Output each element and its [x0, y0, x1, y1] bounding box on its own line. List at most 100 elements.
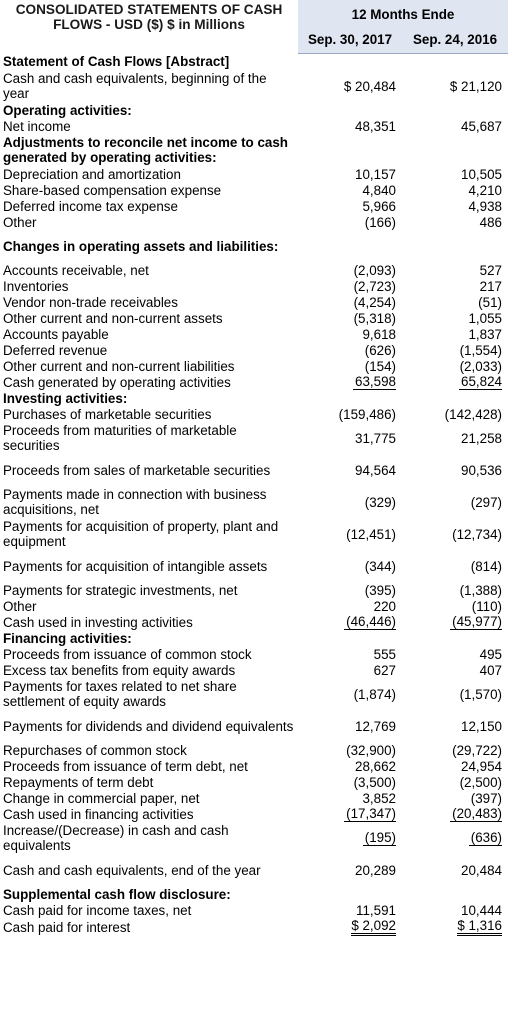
table-row: Excess tax benefits from equity awards 62…	[0, 662, 508, 678]
statement-title: CONSOLIDATED STATEMENTS OF CASH FLOWS - …	[0, 0, 298, 54]
row-label: Cash generated by operating activities	[3, 374, 231, 390]
value-2016: 12,150	[402, 710, 508, 742]
table-row: Cash used in investing activities (46,446…	[0, 614, 508, 630]
value-text: (12,734)	[452, 526, 502, 542]
value-2016: (1,570)	[402, 678, 508, 710]
row-label: Share-based compensation expense	[3, 182, 222, 198]
table-row: Vendor non-trade receivables (4,254) (51)	[0, 294, 508, 310]
value-2017	[298, 102, 402, 118]
value-2016: 1,055	[402, 310, 508, 326]
value-text: 9,618	[362, 326, 396, 342]
value-text: 486	[479, 214, 502, 230]
value-text: 94,564	[355, 462, 396, 478]
row-label: Other	[3, 214, 37, 230]
row-label: Changes in operating assets and liabilit…	[3, 238, 279, 254]
value-text: 90,536	[461, 462, 502, 478]
table-row: Other (166) 486	[0, 214, 508, 230]
value-2017: 63,598	[298, 374, 402, 390]
value-2016	[402, 390, 508, 406]
value-2016: (1,388)	[402, 582, 508, 598]
table-row: Financing activities:	[0, 630, 508, 646]
value-text: 28,662	[355, 758, 396, 774]
value-2017: (344)	[298, 550, 402, 582]
value-text: 10,444	[461, 902, 502, 918]
value-text: (626)	[364, 342, 396, 358]
row-label: Depreciation and amortization	[3, 166, 181, 182]
value-2016: 21,258	[402, 422, 508, 454]
row-label: Other current and non-current assets	[3, 310, 223, 326]
value-text: 10,505	[461, 166, 502, 182]
column-header-2017: Sep. 30, 2017	[298, 26, 402, 54]
value-2017: (46,446)	[298, 614, 402, 630]
table-row: Accounts payable 9,618 1,837	[0, 326, 508, 342]
value-text: (1,570)	[459, 686, 502, 702]
row-label: Financing activities:	[3, 630, 132, 646]
value-2017: 5,966	[298, 198, 402, 214]
value-2017: (159,486)	[298, 406, 402, 422]
row-label: Other current and non-current liabilitie…	[3, 358, 235, 374]
table-row: Cash generated by operating activities 63…	[0, 374, 508, 390]
table-row: Other current and non-current assets (5,3…	[0, 310, 508, 326]
value-2017	[298, 390, 402, 406]
value-text: (159,486)	[338, 406, 396, 422]
row-label: Proceeds from issuance of common stock	[3, 646, 252, 662]
table-row: Cash paid for interest $ 2,092 $ 1,316	[0, 918, 508, 936]
value-2017: (2,723)	[298, 278, 402, 294]
value-2016: 90,536	[402, 454, 508, 486]
value-2017: (166)	[298, 214, 402, 230]
value-text: 217	[479, 278, 502, 294]
table-row: Cash used in financing activities (17,347…	[0, 806, 508, 822]
value-text: 21,258	[461, 430, 502, 446]
row-label: Accounts payable	[3, 326, 109, 342]
value-text: $ 1,316	[457, 918, 502, 936]
value-2017: 28,662	[298, 758, 402, 774]
value-text: (2,500)	[459, 774, 502, 790]
row-label: Inventories	[3, 278, 69, 294]
value-2016: $ 21,120	[402, 70, 508, 102]
value-2016: 217	[402, 278, 508, 294]
value-2017: 10,157	[298, 166, 402, 182]
value-2016: (1,554)	[402, 342, 508, 358]
value-2016	[402, 630, 508, 646]
value-text: (1,554)	[459, 342, 502, 358]
value-text: 31,775	[355, 430, 396, 446]
value-2016	[402, 886, 508, 902]
row-label: Supplemental cash flow disclosure:	[3, 886, 231, 902]
value-2017: 4,840	[298, 182, 402, 198]
table-row: Increase/(Decrease) in cash and cash equ…	[0, 822, 508, 854]
value-2017: (329)	[298, 486, 402, 518]
table-row: Cash and cash equivalents, beginning of …	[0, 70, 508, 102]
value-text: (2,093)	[353, 262, 396, 278]
table-row: Repayments of term debt (3,500) (2,500)	[0, 774, 508, 790]
table-row: Proceeds from sales of marketable securi…	[0, 454, 508, 486]
value-2016: (2,500)	[402, 774, 508, 790]
row-label: Net income	[3, 118, 71, 134]
period-header: 12 Months Ende	[298, 0, 508, 26]
value-text: $ 2,092	[351, 918, 396, 936]
row-label: Cash used in investing activities	[3, 614, 193, 630]
value-text: 48,351	[355, 118, 396, 134]
table-row: Payments for taxes related to net share …	[0, 678, 508, 710]
value-2017: 555	[298, 646, 402, 662]
value-text: (195)	[362, 830, 396, 846]
value-2016: 10,505	[402, 166, 508, 182]
table-row: Investing activities:	[0, 390, 508, 406]
value-2016: (397)	[402, 790, 508, 806]
value-text: 10,157	[355, 166, 396, 182]
value-2017: 3,852	[298, 790, 402, 806]
value-text: (5,318)	[353, 310, 396, 326]
value-text: (154)	[364, 358, 396, 374]
value-text: 11,591	[356, 902, 396, 918]
value-2016: 10,444	[402, 902, 508, 918]
value-2017: 94,564	[298, 454, 402, 486]
row-label: Purchases of marketable securities	[3, 406, 212, 422]
table-row: Other current and non-current liabilitie…	[0, 358, 508, 374]
value-text: 627	[373, 662, 396, 678]
value-text: (395)	[364, 582, 396, 598]
value-text: (12,451)	[346, 526, 396, 542]
value-text: (1,388)	[459, 582, 502, 598]
table-row: Deferred income tax expense 5,966 4,938	[0, 198, 508, 214]
value-2016: (814)	[402, 550, 508, 582]
value-text: (344)	[364, 558, 396, 574]
row-label: Investing activities:	[3, 390, 128, 406]
